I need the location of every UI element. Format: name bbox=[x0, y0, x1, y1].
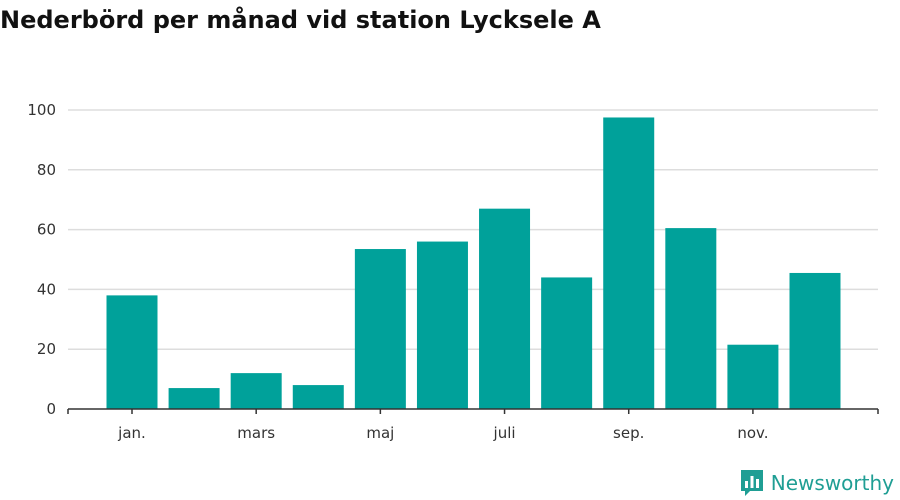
y-tick-label-100: 100 bbox=[27, 101, 56, 119]
chart-title: Nederbörd per månad vid station Lycksele… bbox=[0, 6, 601, 34]
y-tick-label-80: 80 bbox=[37, 161, 56, 179]
bar-dec bbox=[789, 272, 841, 409]
y-tick-label-20: 20 bbox=[37, 340, 56, 358]
brand-logo: Newsworthy bbox=[739, 468, 894, 498]
x-tick-label-jan: jan. bbox=[117, 424, 146, 442]
bar-okt bbox=[665, 228, 717, 409]
x-tick-label-juli: juli bbox=[493, 424, 516, 442]
bar-apr bbox=[292, 385, 344, 409]
newsworthy-logo-icon bbox=[740, 470, 763, 496]
x-tick-label-nov: nov. bbox=[737, 424, 768, 442]
bar-feb bbox=[168, 388, 220, 409]
x-tick-label-sep: sep. bbox=[613, 424, 644, 442]
x-tick-label-mars: mars bbox=[237, 424, 275, 442]
bar-maj bbox=[354, 249, 406, 409]
x-axis bbox=[67, 408, 879, 414]
x-axis-tick-labels: jan. mars maj juli sep. nov. bbox=[117, 424, 768, 442]
y-tick-label-0: 0 bbox=[46, 400, 56, 418]
y-axis-tick-labels: 0 20 40 60 80 100 bbox=[27, 101, 56, 418]
gridlines bbox=[68, 109, 878, 350]
bar-nov bbox=[727, 344, 779, 409]
y-tick-label-60: 60 bbox=[37, 221, 56, 239]
bar-sep bbox=[603, 117, 655, 409]
x-tick-label-maj: maj bbox=[366, 424, 394, 442]
bar-juni bbox=[416, 241, 468, 409]
bar-jan bbox=[106, 295, 158, 409]
bar-aug bbox=[541, 277, 593, 409]
bar-juli bbox=[479, 208, 531, 409]
brand-name: Newsworthy bbox=[770, 471, 894, 495]
y-tick-label-40: 40 bbox=[37, 280, 56, 298]
bar-mars bbox=[230, 373, 282, 409]
bars bbox=[106, 117, 841, 409]
